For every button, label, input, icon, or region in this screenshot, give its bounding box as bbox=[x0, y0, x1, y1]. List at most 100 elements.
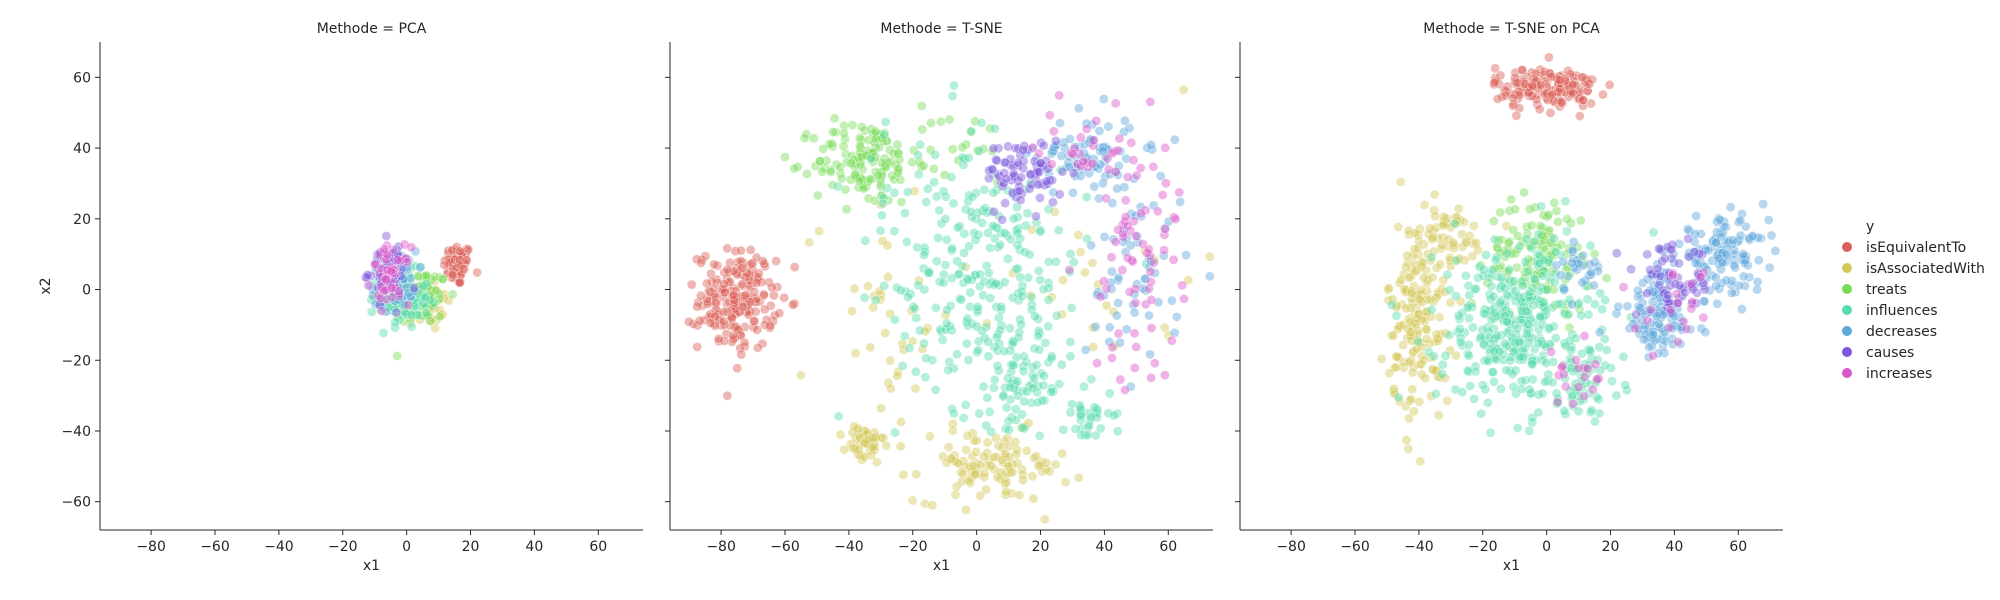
x-tick-label: −60 bbox=[770, 539, 800, 555]
scatter-point bbox=[1551, 205, 1562, 216]
scatter-point bbox=[1594, 327, 1605, 338]
scatter-point bbox=[940, 260, 951, 270]
x-tick-label: −40 bbox=[1404, 539, 1434, 555]
scatter-point bbox=[868, 433, 878, 444]
x-tick-label: 20 bbox=[1032, 539, 1050, 555]
scatter-point bbox=[938, 269, 949, 280]
scatter-point bbox=[1575, 215, 1586, 226]
scatter-point bbox=[880, 117, 891, 127]
scatter-point bbox=[923, 183, 933, 194]
scatter-point bbox=[1001, 486, 1011, 497]
x-tick-label: −60 bbox=[200, 539, 230, 555]
panel-title: Methode = T-SNE bbox=[880, 21, 1002, 37]
scatter-point bbox=[696, 257, 706, 268]
scatter-point bbox=[974, 146, 985, 156]
scatter-point bbox=[944, 356, 955, 367]
scatter-point bbox=[1055, 118, 1065, 128]
scatter-point bbox=[978, 381, 989, 392]
scatter-point bbox=[941, 457, 952, 468]
scatter-point bbox=[1054, 90, 1064, 101]
scatter-point bbox=[430, 323, 440, 334]
scatter-point bbox=[1048, 197, 1058, 208]
scatter-point bbox=[999, 228, 1010, 238]
scatter-point bbox=[993, 441, 1004, 451]
scatter-point bbox=[1015, 195, 1026, 205]
scatter-point bbox=[1414, 235, 1424, 246]
scatter-point bbox=[1535, 80, 1546, 90]
scatter-point bbox=[1589, 280, 1599, 291]
scatter-point bbox=[1547, 89, 1557, 100]
scatter-point bbox=[1000, 198, 1010, 208]
scatter-point bbox=[1098, 94, 1109, 104]
scatter-point bbox=[1034, 460, 1045, 470]
scatter-point bbox=[989, 374, 1000, 385]
scatter-point bbox=[1523, 319, 1534, 330]
scatter-point bbox=[1050, 459, 1061, 470]
legend-entry-label: treats bbox=[1866, 282, 1907, 298]
scatter-point bbox=[409, 282, 420, 293]
scatter-point bbox=[390, 322, 400, 333]
scatter-point bbox=[966, 126, 977, 137]
scatter-point bbox=[1383, 283, 1394, 293]
scatter-point bbox=[1638, 334, 1649, 345]
scatter-point bbox=[430, 285, 441, 296]
scatter-point bbox=[1415, 456, 1426, 467]
scatter-point bbox=[828, 127, 838, 137]
scatter-point bbox=[1585, 240, 1596, 251]
scatter-point bbox=[410, 246, 421, 257]
scatter-point bbox=[1130, 297, 1141, 308]
scatter-point bbox=[382, 265, 393, 275]
scatter-point bbox=[1559, 285, 1570, 295]
legend-entry-label: influences bbox=[1866, 303, 1938, 319]
scatter-point bbox=[1546, 346, 1556, 357]
scatter-point bbox=[1376, 353, 1387, 364]
scatter-point bbox=[1428, 364, 1439, 375]
scatter-point bbox=[1487, 367, 1498, 377]
scatter-point bbox=[997, 214, 1008, 225]
scatter-point bbox=[1431, 329, 1442, 340]
scatter-point bbox=[1089, 402, 1100, 412]
scatter-point bbox=[956, 476, 967, 487]
scatter-point bbox=[759, 289, 769, 300]
scatter-point bbox=[927, 500, 938, 511]
scatter-point bbox=[1738, 271, 1749, 282]
scatter-point bbox=[1560, 340, 1571, 351]
scatter-point bbox=[817, 166, 828, 177]
scatter-point bbox=[1430, 211, 1441, 222]
scatter-point bbox=[1104, 322, 1115, 333]
scatter-point bbox=[1073, 229, 1084, 240]
scatter-point bbox=[1081, 123, 1092, 134]
scatter-point bbox=[1442, 269, 1453, 280]
scatter-point bbox=[1168, 254, 1179, 265]
scatter-point bbox=[1506, 194, 1516, 205]
scatter-point bbox=[406, 273, 417, 283]
scatter-point bbox=[1721, 275, 1732, 286]
scatter-point bbox=[1086, 374, 1097, 385]
scatter-point bbox=[454, 246, 465, 257]
scatter-point bbox=[911, 469, 922, 480]
scatter-point bbox=[1091, 116, 1102, 126]
scatter-point bbox=[1611, 390, 1622, 401]
scatter-point bbox=[895, 441, 906, 452]
scatter-point bbox=[919, 338, 929, 349]
scatter-point bbox=[957, 142, 968, 153]
scatter-point bbox=[1431, 388, 1441, 399]
scatter-point bbox=[880, 328, 891, 338]
scatter-point bbox=[397, 293, 408, 304]
scatter-point bbox=[1106, 266, 1117, 277]
scatter-point bbox=[1404, 272, 1414, 283]
scatter-point bbox=[1752, 284, 1762, 295]
scatter-point bbox=[692, 301, 703, 312]
y-tick-label: −20 bbox=[61, 353, 91, 369]
scatter-point bbox=[780, 152, 790, 162]
scatter-point bbox=[1033, 265, 1044, 276]
scatter-point bbox=[1489, 376, 1499, 387]
scatter-point bbox=[1524, 425, 1535, 436]
scatter-point bbox=[983, 351, 994, 362]
scatter-point bbox=[1686, 278, 1697, 289]
scatter-point bbox=[458, 264, 469, 274]
scatter-point bbox=[1012, 239, 1023, 250]
scatter-point bbox=[988, 143, 999, 154]
scatter-point bbox=[1544, 322, 1555, 333]
scatter-point bbox=[859, 292, 870, 303]
